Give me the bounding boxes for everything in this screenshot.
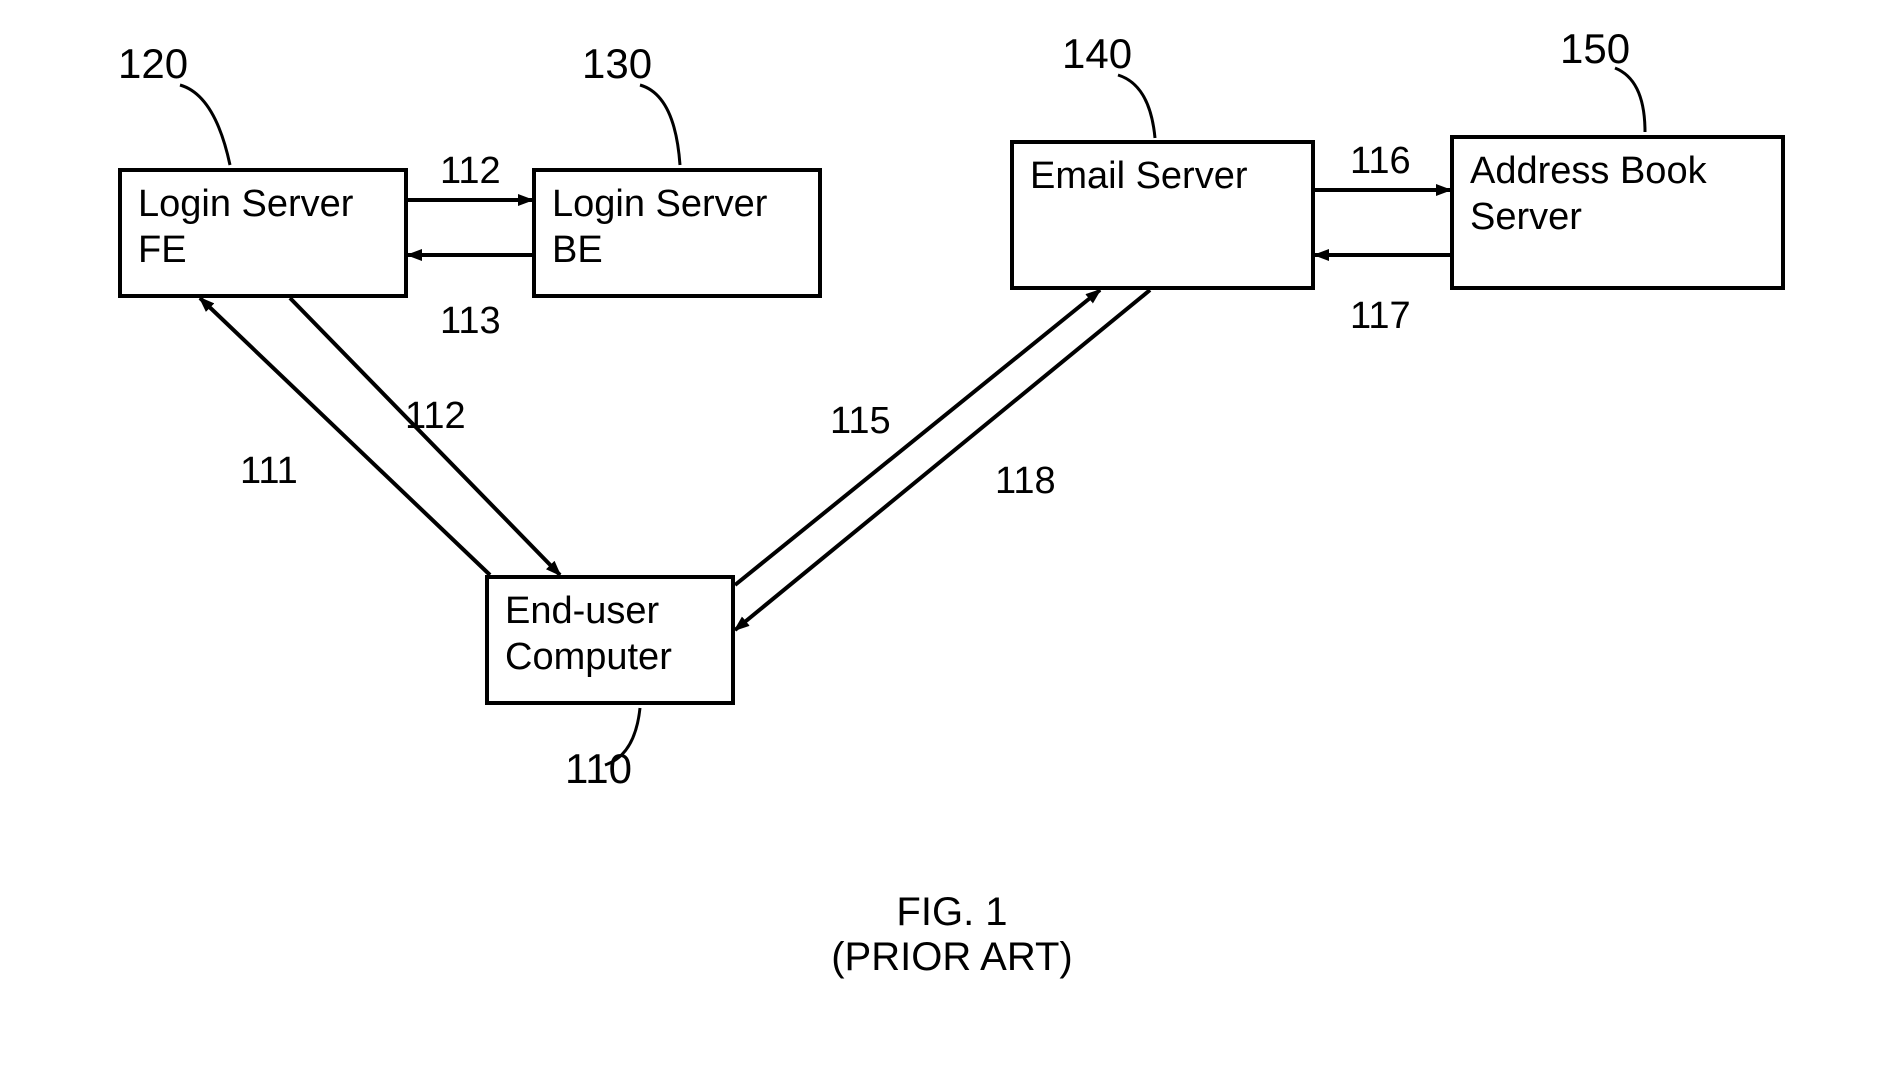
node-addrbook: Address Book Server: [1450, 135, 1785, 290]
edge-label-e112b: 112: [405, 395, 466, 438]
caption-line1: FIG. 1: [0, 890, 1904, 935]
node-login_be: Login Server BE: [532, 168, 822, 298]
leader-line: [640, 85, 680, 165]
figure-caption: FIG. 1 (PRIOR ART): [0, 890, 1904, 980]
edge-label-e111: 111: [240, 450, 298, 493]
refnum-130: 130: [582, 40, 652, 88]
edge-e115: [735, 290, 1100, 585]
refnum-140: 140: [1062, 30, 1132, 78]
leader-line: [180, 85, 230, 165]
leader-line: [1118, 75, 1155, 138]
node-login_fe: Login Server FE: [118, 168, 408, 298]
edge-e118: [735, 290, 1150, 630]
caption-line2: (PRIOR ART): [0, 935, 1904, 980]
node-email: Email Server: [1010, 140, 1315, 290]
edge-label-e118: 118: [995, 460, 1056, 503]
edge-label-e113: 113: [440, 300, 501, 343]
leader-line: [1615, 68, 1645, 132]
diagram-canvas: { "type": "flowchart", "background_color…: [0, 0, 1904, 1067]
edge-label-e117: 117: [1350, 295, 1411, 338]
edge-label-e116: 116: [1350, 140, 1411, 183]
refnum-150: 150: [1560, 25, 1630, 73]
refnum-110: 110: [565, 745, 632, 793]
edge-label-e112a: 112: [440, 150, 501, 193]
refnum-120: 120: [118, 40, 188, 88]
node-enduser: End-user Computer: [485, 575, 735, 705]
edge-label-e115: 115: [830, 400, 891, 443]
